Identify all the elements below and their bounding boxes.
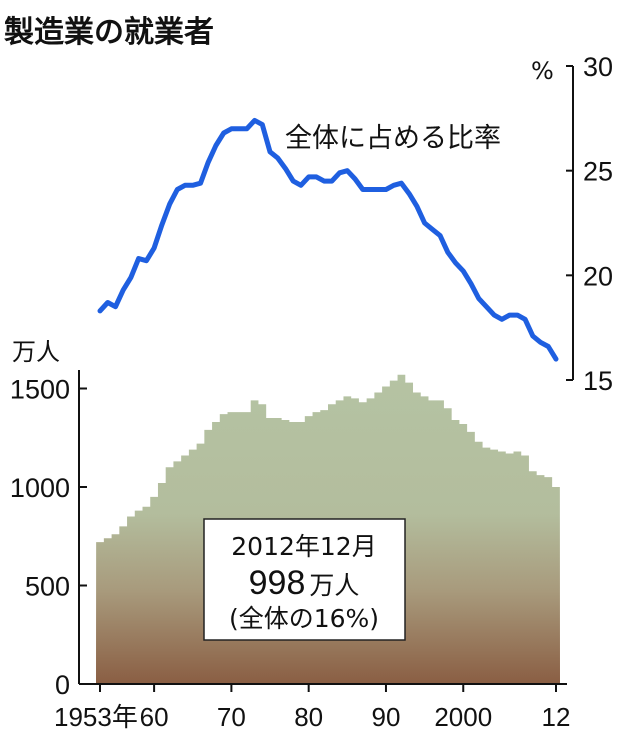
employment-tick-label: 1000 (10, 473, 70, 503)
percent-tick-label: 25 (583, 157, 613, 187)
callout-unit: 万人 (309, 571, 359, 600)
employment-tick-label: 500 (25, 572, 70, 602)
employment-axis: 万人 0 500 1000 1500 (10, 338, 87, 700)
x-tick-label: 80 (294, 702, 323, 732)
x-axis: 1953年 60 70 80 90 2000 12 (54, 683, 571, 732)
chart-title: 製造業の就業者 (4, 15, 214, 50)
x-tick-label: 90 (372, 702, 401, 732)
percent-tick-label: 20 (583, 261, 613, 291)
x-tick-label: 1953年 (54, 702, 138, 732)
x-tick-label: 12 (542, 702, 571, 732)
employment-tick-label: 1500 (10, 375, 70, 405)
percent-axis: % 15 20 25 30 (531, 52, 613, 396)
percent-unit: % (531, 57, 554, 85)
callout-date: 2012年12月 (231, 532, 376, 561)
callout-share: (全体の16%) (229, 604, 379, 633)
employment-tick-label: 0 (55, 670, 70, 700)
callout-value: 998 (249, 564, 306, 602)
share-series-label: 全体に占める比率 (285, 123, 501, 154)
percent-tick-label: 15 (583, 366, 613, 396)
x-tick-label: 2000 (434, 702, 492, 732)
employment-unit: 万人 (12, 338, 60, 366)
callout-box (203, 518, 406, 641)
x-tick-label: 70 (217, 702, 246, 732)
x-tick-label: 60 (140, 702, 169, 732)
percent-tick-label: 30 (583, 52, 613, 82)
callout-value-line: 998 万人 (249, 564, 360, 602)
latest-value-callout: 2012年12月 998 万人 (全体の16%) (203, 518, 406, 641)
share-line (97, 117, 559, 362)
